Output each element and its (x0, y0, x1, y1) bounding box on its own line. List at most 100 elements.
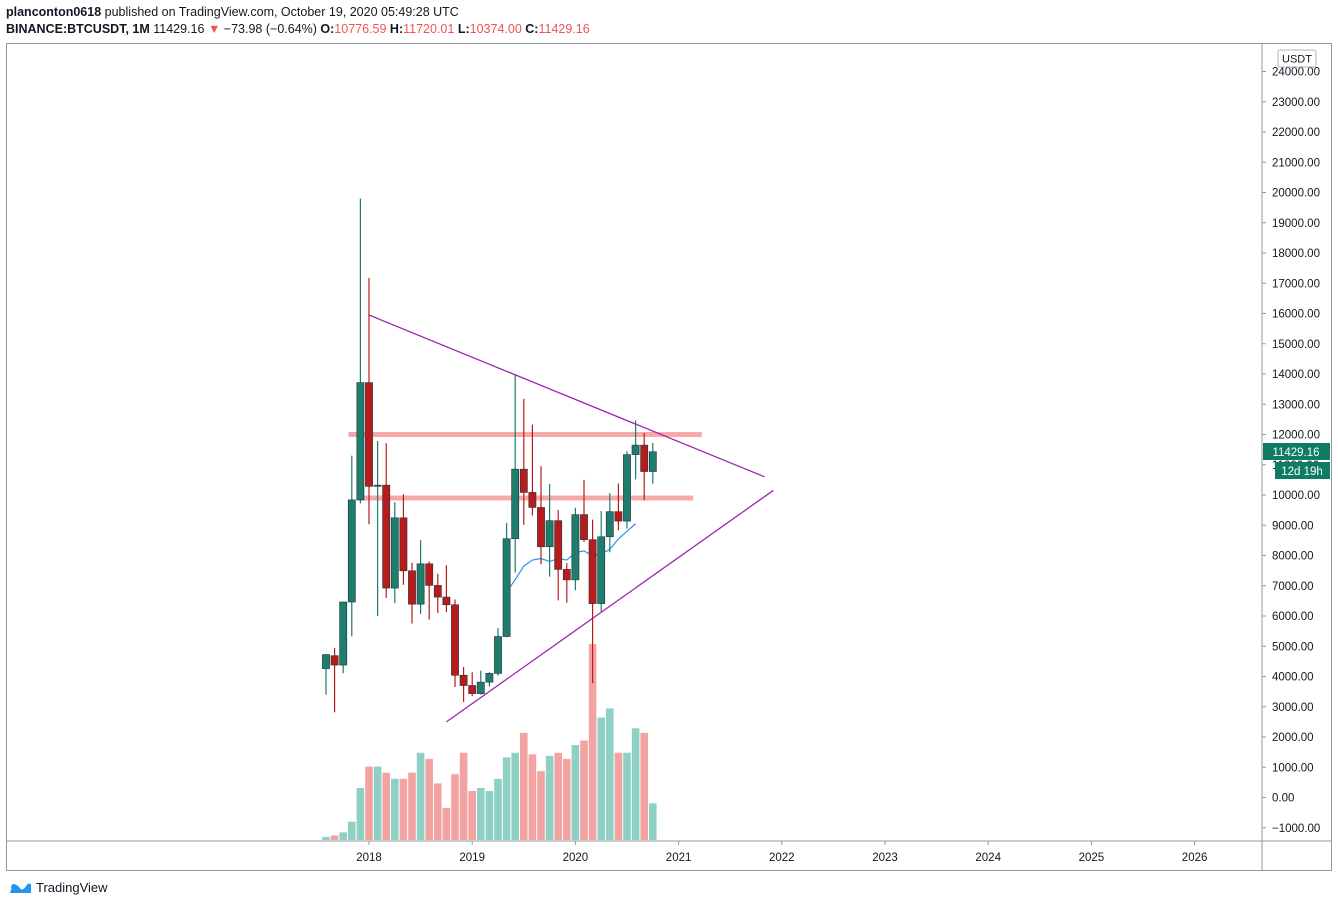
candle (468, 672, 477, 697)
candle-body (416, 563, 425, 605)
candle-body (562, 569, 571, 581)
candle (562, 563, 571, 603)
price-tick-label: 13000.00 (1272, 399, 1320, 411)
candle (502, 523, 511, 638)
currency-badge[interactable]: USDT (1277, 49, 1317, 68)
candle (511, 374, 520, 573)
chart-frame (6, 43, 1332, 871)
volume-bar (631, 728, 640, 840)
triangle-trendlines[interactable] (368, 314, 774, 723)
price-tick-label: 23000.00 (1272, 97, 1320, 109)
author-name[interactable]: planconton0618 (6, 5, 102, 19)
price-tick-label: 1000.00 (1272, 762, 1314, 774)
price-tick-label: 18000.00 (1272, 248, 1320, 260)
low-value: 10374.00 (469, 22, 522, 36)
tradingview-logo-icon (10, 883, 31, 893)
price-tick-label: 3000.00 (1272, 702, 1314, 714)
candle-body (623, 454, 631, 522)
candle-body (511, 468, 520, 540)
candle-body (339, 601, 348, 666)
candle-body (588, 539, 597, 604)
candle-body (476, 681, 485, 694)
time-tick-label: 2019 (459, 852, 485, 864)
volume-bar (391, 778, 399, 840)
candle-body (356, 382, 365, 501)
candle (623, 451, 631, 529)
time-tick-label: 2024 (975, 852, 1001, 864)
candle (322, 653, 330, 695)
candle-body (631, 444, 640, 455)
candles (322, 198, 657, 713)
volume-bar (356, 787, 365, 840)
close-label: C: (525, 22, 539, 36)
candle-body (640, 444, 649, 472)
candle-body (373, 484, 382, 487)
last-price-tag: 11429.16 (1263, 443, 1330, 460)
candle-body (390, 517, 399, 589)
candle-body (399, 517, 408, 572)
candle-body (545, 520, 554, 548)
symbol-label[interactable]: BINANCE:BTCUSDT, 1M (6, 22, 150, 36)
candle-body (459, 674, 468, 686)
candle-body (494, 636, 502, 674)
volume-bar (520, 732, 528, 840)
price-tick-label: 24000.00 (1272, 67, 1320, 79)
candle-body (468, 685, 477, 694)
high-value: 11720.01 (403, 22, 455, 36)
volume-bar (494, 778, 502, 840)
trendline-lower (446, 489, 774, 723)
candle (494, 628, 502, 676)
volume-bar (408, 772, 416, 840)
volume-bar (623, 752, 631, 840)
candle (416, 540, 425, 614)
candle-body (502, 538, 511, 637)
volume-bar (502, 757, 511, 840)
candle (545, 483, 554, 577)
price-tick-label: 5000.00 (1272, 641, 1314, 653)
footer-brand[interactable]: TradingView (8, 880, 108, 895)
trendline-upper (368, 314, 765, 478)
volume-bar (588, 644, 597, 840)
candle (485, 672, 494, 687)
currency-label: USDT (1282, 54, 1312, 66)
candle-body (451, 604, 459, 676)
time-tick-label: 2026 (1182, 852, 1208, 864)
volume-bar (434, 783, 442, 840)
time-tick-label: 2021 (666, 852, 692, 864)
candle (528, 424, 537, 516)
price-tick-label: 22000.00 (1272, 127, 1320, 139)
sr-zones (348, 432, 702, 501)
candle (588, 519, 597, 684)
candle (425, 561, 434, 620)
price-tick-label: 16000.00 (1272, 309, 1320, 321)
candle-body (347, 499, 356, 603)
publish-line: planconton0618 published on TradingView.… (6, 5, 459, 19)
time-tick-label: 2018 (356, 852, 382, 864)
candle-body (528, 492, 537, 508)
volume-bar (597, 717, 605, 840)
time-tick-label: 2025 (1079, 852, 1105, 864)
volume-bar (322, 836, 330, 840)
price-tick-label: 8000.00 (1272, 551, 1314, 563)
volume-bar (485, 791, 494, 840)
candle-body (322, 654, 330, 669)
price-tick-label: 17000.00 (1272, 278, 1320, 290)
time-axis[interactable]: 2018 2019 2020 2021 2022 2023 2024 2025 2026 (356, 841, 1207, 864)
price-tick-label: 19000.00 (1272, 218, 1320, 230)
volume-bar (451, 774, 459, 840)
candle-body (433, 585, 442, 598)
volume-bar (330, 835, 339, 840)
volume-bar (640, 732, 648, 840)
volume-bar (537, 771, 545, 840)
candle-body (648, 451, 657, 472)
candle-body (614, 511, 623, 522)
candle (339, 601, 348, 674)
price-tick-label: 2000.00 (1272, 732, 1314, 744)
volume-bars (322, 644, 657, 840)
candle-body (365, 382, 373, 487)
price-change: −73.98 (−0.64%) (223, 22, 317, 36)
price-tick-label: 10000.00 (1272, 490, 1320, 502)
price-tick-label: 9000.00 (1272, 520, 1314, 532)
open-label: O: (320, 22, 335, 36)
